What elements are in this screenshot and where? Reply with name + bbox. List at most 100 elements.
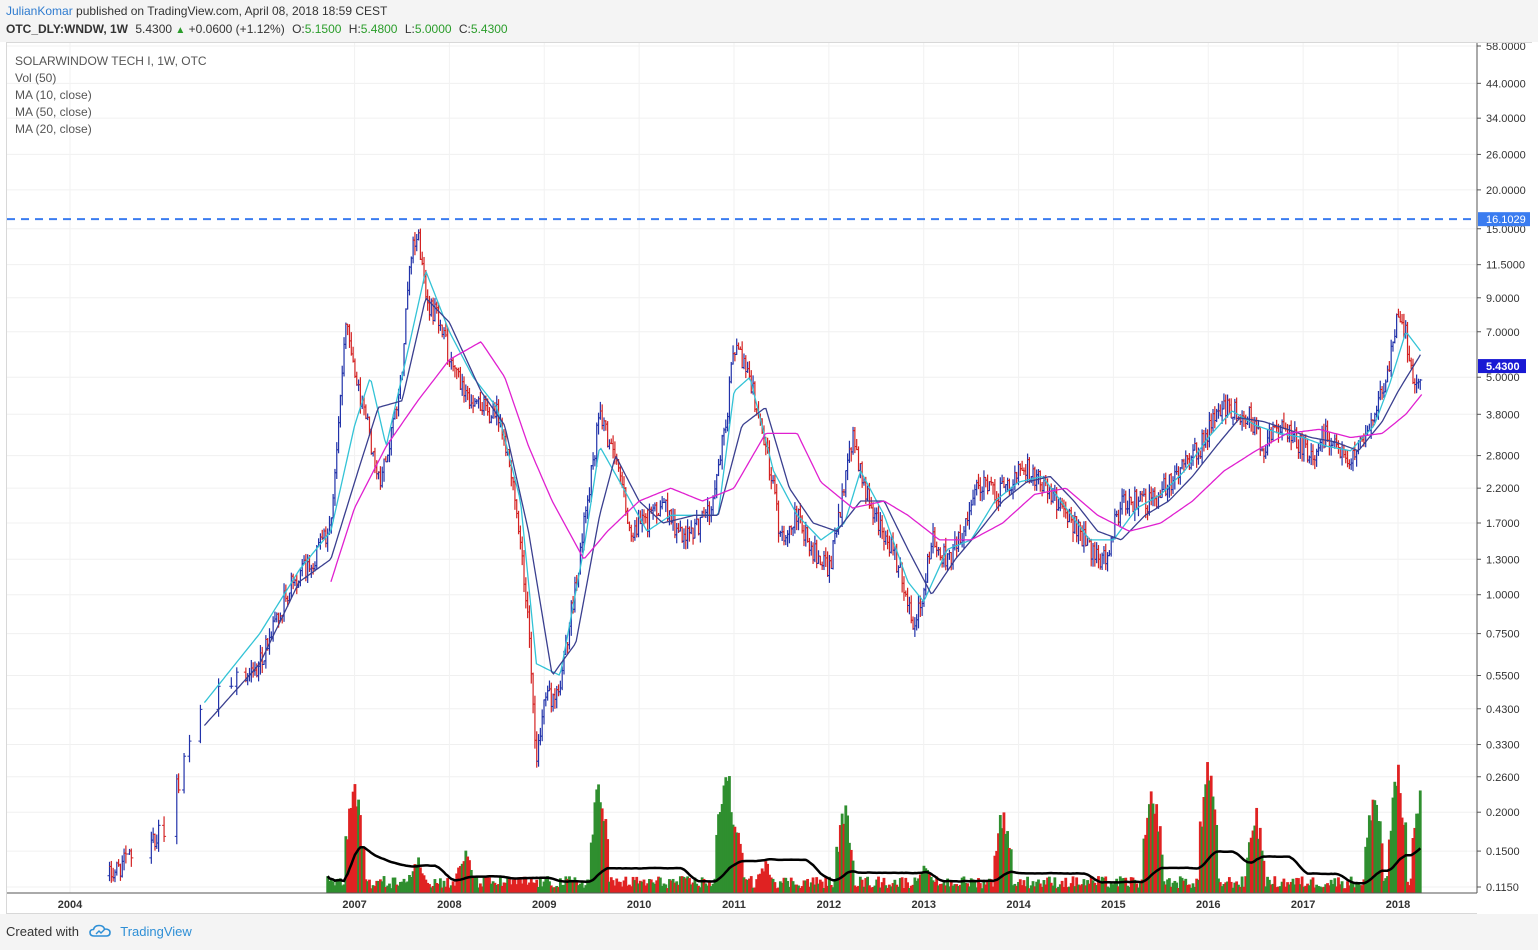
volume-bar <box>968 886 971 893</box>
legend-ma20[interactable]: MA (20, close) <box>15 122 92 136</box>
volume-bar <box>715 834 719 893</box>
volume-bar <box>671 878 675 893</box>
volume-bar <box>1046 877 1049 893</box>
volume-bar <box>602 821 606 893</box>
volume-bar <box>855 886 859 893</box>
volume-bar <box>833 879 837 893</box>
volume-bar <box>618 881 622 893</box>
volume-bar <box>775 888 779 893</box>
volume-bar <box>858 876 862 893</box>
volume-bar <box>348 808 351 893</box>
volume-bar <box>411 871 415 893</box>
volume-bar <box>1062 886 1066 893</box>
volume-bar <box>928 873 931 893</box>
volume-bar <box>608 881 611 893</box>
volume-bar <box>417 857 420 893</box>
volume-bar <box>495 884 499 893</box>
volume-bar <box>633 880 637 893</box>
price-axis-label: 1.7000 <box>1486 518 1520 530</box>
volume-bar <box>1247 842 1251 893</box>
volume-bar <box>1331 884 1335 893</box>
volume-bar <box>913 877 917 893</box>
volume-bar <box>1197 879 1200 893</box>
volume-bar <box>753 887 757 893</box>
volume-bar <box>371 885 375 893</box>
volume-bar <box>680 876 684 893</box>
volume-bar <box>577 885 580 893</box>
volume-bar <box>815 877 819 893</box>
volume-bar <box>871 886 875 893</box>
volume-bar <box>560 884 564 893</box>
tradingview-link[interactable]: TradingView <box>120 924 192 939</box>
volume-bar <box>1407 885 1411 893</box>
volume-bar <box>802 880 806 893</box>
price-axis-label: 5.0000 <box>1486 372 1520 384</box>
volume-bar <box>1231 887 1235 893</box>
time-axis-label: 2017 <box>1291 899 1315 911</box>
volume-bar <box>420 873 424 893</box>
volume-bar <box>1355 882 1359 893</box>
volume-bar <box>582 887 586 893</box>
volume-bar <box>1008 847 1011 893</box>
volume-bar <box>1226 881 1229 893</box>
legend-ma50[interactable]: MA (50, close) <box>15 105 92 119</box>
volume-bar <box>1071 876 1075 893</box>
volume-bar <box>726 780 730 893</box>
volume-bar <box>1129 877 1133 893</box>
volume-bar <box>1080 884 1084 893</box>
volume-bar <box>666 888 670 893</box>
chart-frame[interactable]: 0.1150 0.1500 0.2000 0.2600 0.3300 0.4300 0.55… <box>6 42 1533 915</box>
volume-bar <box>335 879 339 893</box>
volume-bar <box>1235 881 1239 893</box>
volume-bar <box>809 882 813 893</box>
volume-bar <box>917 878 920 893</box>
volume-bar <box>762 871 766 893</box>
price-chart[interactable]: 0.1150 0.1500 0.2000 0.2600 0.3300 0.4300 0.55… <box>7 43 1533 915</box>
volume-bar <box>635 876 639 893</box>
volume-bar <box>373 886 377 893</box>
volume-bar <box>780 882 784 893</box>
volume-bar <box>1102 877 1106 893</box>
legend-ma10[interactable]: MA (10, close) <box>15 88 92 102</box>
volume-bar <box>1362 879 1366 893</box>
volume-bar <box>422 875 426 893</box>
volume-bar <box>1269 884 1273 893</box>
volume-bar <box>688 878 691 893</box>
volume-bar <box>675 881 679 893</box>
volume-bar <box>673 882 677 893</box>
volume-bar <box>526 884 530 893</box>
legend-volume[interactable]: Vol (50) <box>15 71 57 85</box>
volume-bar <box>353 784 357 893</box>
volume-bar <box>529 878 533 893</box>
volume-bar <box>446 878 450 893</box>
volume-bar <box>440 887 444 893</box>
open-value: 5.1500 <box>304 22 342 36</box>
volume-bar <box>598 802 602 893</box>
volume-bar <box>1173 880 1177 893</box>
volume-bar <box>733 826 737 893</box>
volume-bar <box>1151 803 1155 893</box>
volume-bar <box>755 879 759 893</box>
volume-bar <box>1195 878 1199 893</box>
volume-bar <box>497 884 500 893</box>
volume-bar <box>1157 831 1160 893</box>
volume-bar <box>902 888 906 893</box>
volume-bar <box>1357 883 1360 893</box>
volume-bar <box>380 881 384 893</box>
volume-bar <box>740 852 744 893</box>
volume-bar <box>702 878 706 893</box>
volume-bar <box>339 878 342 893</box>
volume-bar <box>829 884 833 893</box>
volume-bar <box>1324 884 1328 893</box>
author-link[interactable]: JulianKomar <box>6 4 73 18</box>
volume-bar <box>544 876 548 893</box>
volume-bar <box>760 868 764 893</box>
volume-bar <box>1344 888 1348 893</box>
volume-bar <box>480 886 484 893</box>
volume-bar <box>1229 881 1233 893</box>
volume-bar <box>1051 885 1055 893</box>
volume-bar <box>1384 878 1388 893</box>
volume-bar <box>758 873 762 893</box>
volume-bar <box>488 877 491 893</box>
volume-bar <box>551 887 555 893</box>
